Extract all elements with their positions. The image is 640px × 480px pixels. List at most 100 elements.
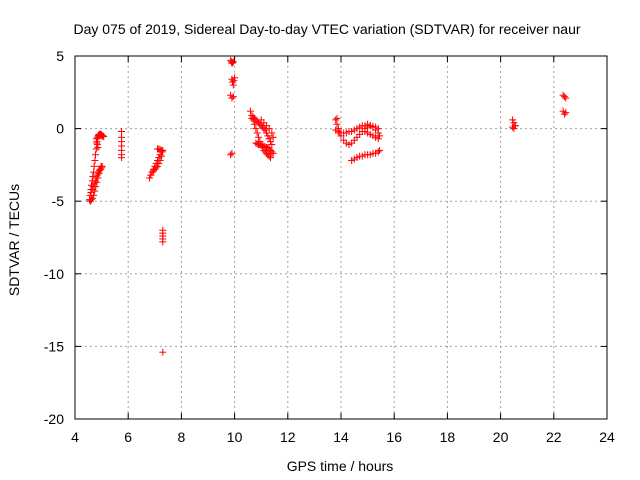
data-point — [228, 149, 236, 157]
x-tick-label: 18 — [440, 429, 456, 445]
data-point — [230, 77, 238, 85]
data-point — [155, 159, 163, 167]
data-point — [95, 170, 103, 178]
x-axis-label: GPS time / hours — [287, 458, 394, 474]
data-point — [265, 135, 273, 143]
data-point — [91, 157, 99, 165]
data-point — [265, 125, 273, 133]
data-point — [267, 138, 275, 146]
y-tick-label: 5 — [56, 48, 64, 64]
data-point — [560, 110, 568, 118]
x-tick-label: 4 — [71, 429, 79, 445]
data-point — [99, 132, 107, 140]
x-tick-label: 8 — [178, 429, 186, 445]
grid-layer — [75, 56, 607, 419]
data-point — [229, 58, 237, 66]
data-point — [562, 94, 570, 102]
data-point — [89, 183, 97, 191]
x-tick-label: 22 — [546, 429, 562, 445]
data-point — [511, 122, 519, 130]
data-point — [158, 148, 166, 156]
data-point — [261, 126, 269, 134]
data-point — [100, 133, 108, 141]
data-point — [89, 173, 97, 181]
x-tick-label: 10 — [227, 429, 243, 445]
data-point — [269, 149, 277, 157]
data-point — [332, 116, 340, 124]
data-point — [509, 116, 517, 124]
data-point — [253, 129, 261, 137]
data-point — [94, 143, 102, 151]
x-tick-label: 12 — [280, 429, 296, 445]
data-point — [268, 148, 276, 156]
data-point — [156, 157, 164, 165]
data-point — [159, 238, 167, 246]
data-point — [145, 174, 153, 182]
y-tick-label: -10 — [44, 266, 64, 282]
x-tick-label: 24 — [599, 429, 615, 445]
data-points — [86, 56, 570, 356]
data-point — [269, 133, 277, 141]
x-tick-label: 20 — [493, 429, 509, 445]
data-point — [118, 154, 126, 162]
data-point — [268, 129, 276, 137]
data-point — [93, 141, 101, 149]
data-point — [90, 180, 98, 188]
data-point — [252, 125, 260, 133]
data-point — [97, 165, 105, 173]
y-tick-label: -20 — [44, 411, 64, 427]
data-point — [147, 171, 155, 179]
data-point — [91, 151, 99, 159]
data-point — [333, 114, 341, 122]
data-point — [510, 125, 518, 133]
y-axis-label: SDTVAR / TECUs — [6, 184, 22, 296]
data-point — [560, 93, 568, 101]
y-tick-label: -5 — [52, 193, 65, 209]
data-point — [87, 188, 95, 196]
data-point — [231, 74, 239, 82]
x-tick-label: 16 — [386, 429, 402, 445]
data-point — [374, 148, 382, 156]
data-point — [229, 93, 237, 101]
y-tick-label: -15 — [44, 338, 64, 354]
data-point — [267, 154, 275, 162]
data-point — [229, 81, 237, 89]
data-point — [159, 348, 167, 356]
data-point — [228, 78, 236, 86]
data-point — [88, 186, 96, 194]
data-point — [376, 146, 384, 154]
data-point — [90, 162, 98, 170]
data-point — [227, 151, 235, 159]
data-point — [255, 133, 263, 141]
data-point — [157, 146, 165, 154]
data-point — [264, 132, 272, 140]
data-point — [229, 59, 237, 67]
x-tick-label: 6 — [124, 429, 132, 445]
data-point — [153, 162, 161, 170]
data-point — [228, 59, 236, 67]
data-point — [89, 194, 97, 202]
data-point — [92, 174, 100, 182]
data-point — [247, 107, 255, 115]
x-tick-label: 14 — [333, 429, 349, 445]
data-point — [152, 164, 160, 172]
data-point — [98, 164, 106, 172]
data-point — [87, 196, 95, 204]
data-point — [98, 162, 106, 170]
data-point — [268, 141, 276, 149]
data-point — [93, 138, 101, 146]
data-point — [562, 109, 570, 117]
data-point — [228, 94, 236, 102]
y-tick-label: 0 — [56, 121, 64, 137]
data-point — [92, 135, 100, 143]
data-point — [93, 171, 101, 179]
data-point — [92, 145, 100, 153]
axis-layer: 4 6 8 10 12 14 16 18 20 22 24 5 0 -5 -10 -15 -20 — [44, 48, 615, 445]
chart-title: Day 075 of 2019, Sidereal Day-to-day VTE… — [73, 21, 580, 37]
data-point — [374, 135, 382, 143]
data-point — [376, 132, 384, 140]
data-point — [91, 177, 99, 185]
data-point — [265, 152, 273, 160]
